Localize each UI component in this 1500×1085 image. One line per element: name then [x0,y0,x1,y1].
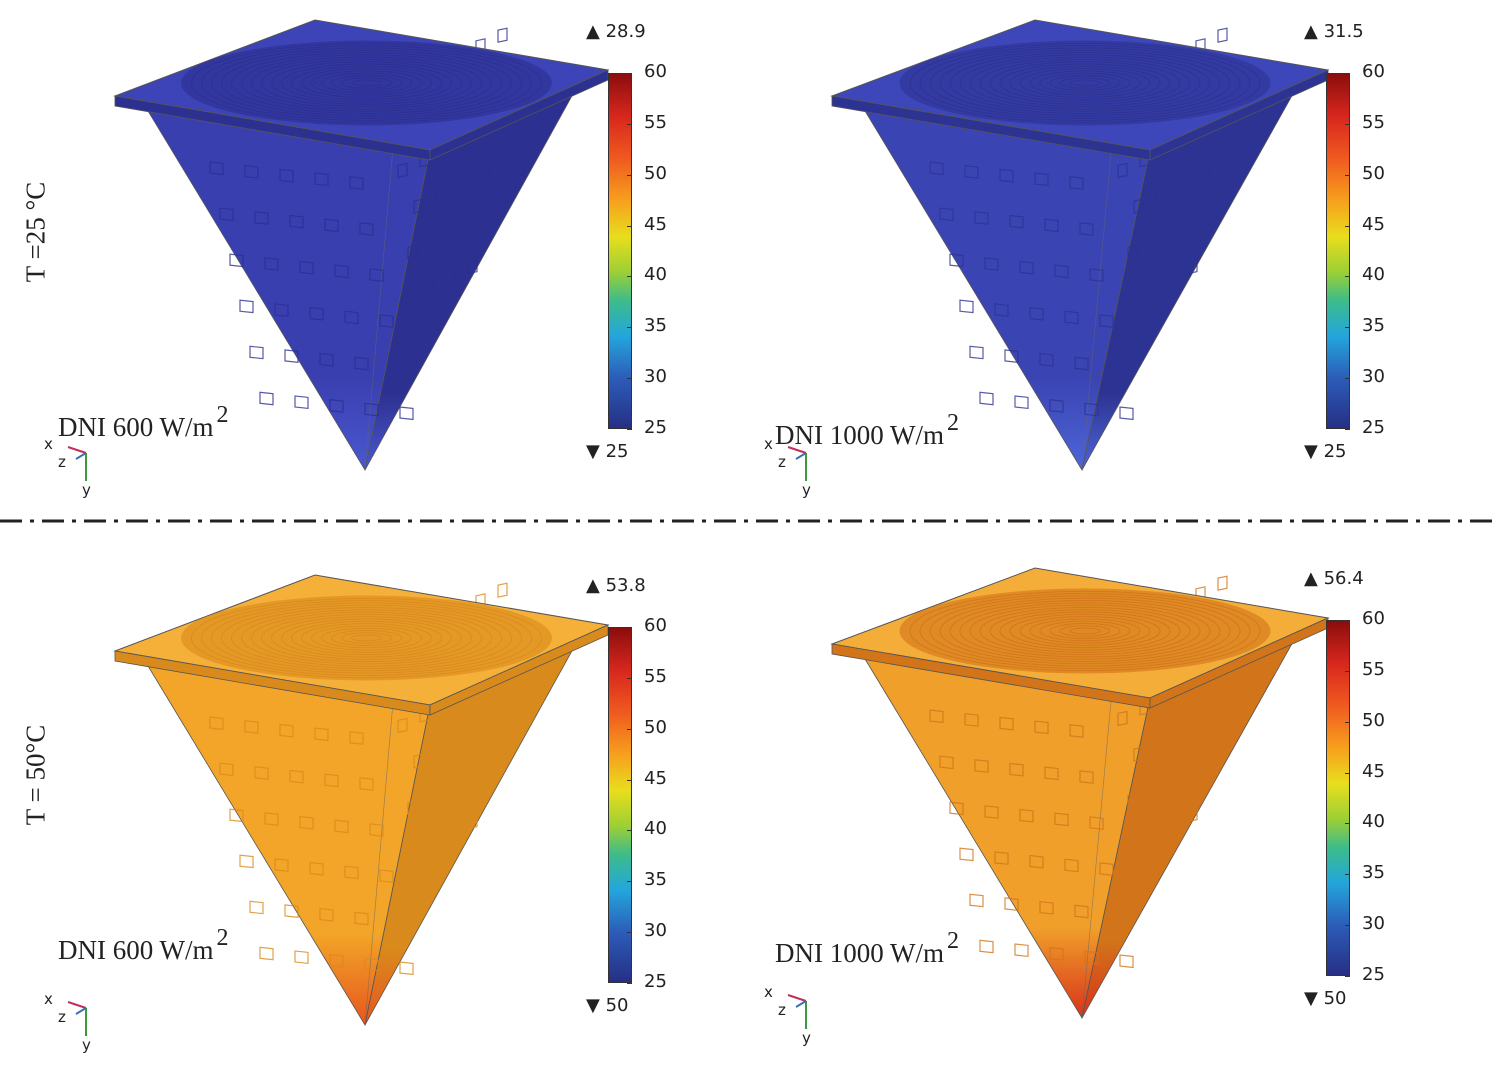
axis-y-label: y [802,481,811,499]
colorbar-tick-label: 45 [1362,213,1385,235]
dni-label: DNI 1000 W/m 2 [775,928,959,968]
colorbar-tick-label: 40 [1362,811,1385,833]
colorbar-tick-label: 40 [644,264,667,286]
colorbar-tick-label: 50 [1362,709,1385,731]
colorbar-tick-label: 50 [1362,162,1385,184]
colorbar [608,627,632,983]
row-divider [0,508,1500,523]
colorbar-tick-label: 30 [1362,366,1385,388]
colorbar-tick-label: 60 [1362,608,1385,629]
colorbar-tick-label: 30 [1362,913,1385,935]
colorbar [1326,620,1350,976]
axis-z-label: z [778,453,786,471]
min-value-label: ▼ 50 [586,995,629,1016]
colorbar-tick-label: 55 [644,111,667,133]
colorbar-tick-label: 35 [1362,315,1385,337]
colorbar-tick-label: 60 [644,615,667,636]
axis-z-label: z [58,1008,66,1026]
axis-y-label: y [82,1036,91,1054]
colorbar-tick-label: 60 [1362,61,1385,82]
colorbar-tick-label: 55 [644,665,667,687]
pyramid-receiver-render [830,567,1330,1020]
colorbar-tick-label: 40 [1362,264,1385,286]
colorbar-tick-label: 35 [644,869,667,891]
dni-label: DNI 600 W/m 2 [58,925,229,965]
pyramid-receiver-render [830,19,1330,472]
axis-x-label: x [764,983,773,1001]
axis-z-label: z [58,453,66,471]
axis-y-label: y [82,481,91,499]
colorbar-tick-label: 30 [644,366,667,388]
max-value-label: ▲ 56.4 [1304,568,1364,589]
colorbar-tick-label: 25 [644,417,667,438]
dni-label: DNI 1000 W/m 2 [775,410,959,450]
colorbar-tick-label: 25 [644,971,667,992]
axis-z-label: z [778,1001,786,1019]
pyramid-receiver-render [113,574,610,1027]
panel-t25-dni600: 60 55 50 45 40 35 30 25 ▲ 28.9 ▼ 25 DNI 600 W/m 2 x z… [0,0,750,530]
colorbar-tick-label: 50 [644,716,667,738]
colorbar-tick-label: 45 [644,213,667,235]
axis-y-label: y [802,1029,811,1047]
panel-t50-dni600: 60 55 50 45 40 35 30 25 ▲ 53.8 ▼ 50 DNI 600 W/m 2 x z… [0,555,750,1085]
panel-t50-dni1000: 60 55 50 45 40 35 30 25 ▲ 56.4 ▼ 50 DNI 1000 W/m 2 x… [720,548,1470,1078]
colorbar-tick-label: 30 [644,920,667,942]
dni-label: DNI 600 W/m 2 [58,402,229,442]
colorbar-tick-label: 25 [1362,417,1385,438]
colorbar-tick-label: 50 [644,162,667,184]
colorbar [1326,73,1350,429]
pyramid-receiver-render [113,19,610,472]
min-value-label: ▼ 25 [586,441,629,462]
panel-t25-dni1000: 60 55 50 45 40 35 30 25 ▲ 31.5 ▼ 25 DNI 1000 W/m 2 x… [720,0,1470,530]
colorbar-tick-label: 45 [1362,760,1385,782]
max-value-label: ▲ 53.8 [586,575,646,596]
colorbar-tick-label: 35 [644,315,667,337]
colorbar-tick-label: 25 [1362,964,1385,985]
max-value-label: ▲ 28.9 [586,21,646,42]
min-value-label: ▼ 25 [1304,441,1347,462]
colorbar-tick-label: 40 [644,818,667,840]
colorbar-tick-label: 45 [644,767,667,789]
axis-x-label: x [44,435,53,453]
colorbar-tick-label: 60 [644,61,667,82]
min-value-label: ▼ 50 [1304,988,1347,1009]
colorbar-tick-label: 55 [1362,111,1385,133]
axis-x-label: x [764,435,773,453]
max-value-label: ▲ 31.5 [1304,21,1364,42]
axis-x-label: x [44,990,53,1008]
colorbar [608,73,632,429]
colorbar-tick-label: 55 [1362,658,1385,680]
colorbar-tick-label: 35 [1362,862,1385,884]
